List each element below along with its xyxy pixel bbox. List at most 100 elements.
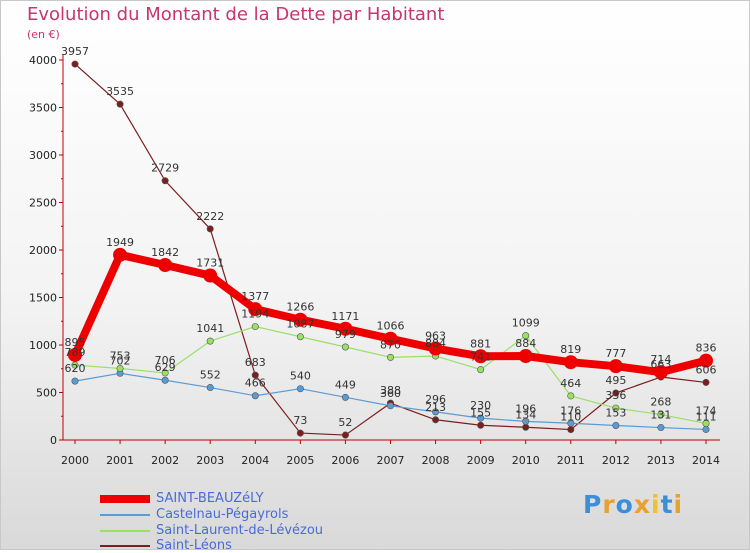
data-point	[386, 353, 394, 361]
data-point	[477, 414, 485, 422]
data-label: 134	[515, 408, 536, 421]
y-tick-label: 2500	[29, 197, 57, 210]
data-label: 111	[696, 410, 717, 423]
data-label: 73	[293, 414, 307, 427]
data-label: 196	[515, 402, 536, 415]
data-label: 230	[470, 399, 491, 412]
data-label: 52	[338, 416, 352, 429]
logo-letter: o	[615, 490, 634, 519]
data-point	[296, 333, 304, 341]
data-label: 663	[650, 358, 671, 371]
data-point	[653, 365, 668, 380]
y-tick-label: 0	[50, 434, 57, 447]
data-point	[296, 429, 304, 437]
x-tick-label: 2013	[647, 454, 675, 467]
data-label: 336	[605, 389, 626, 402]
data-label: 895	[65, 336, 86, 349]
data-label: 1099	[512, 317, 540, 330]
data-point	[71, 60, 79, 68]
data-label: 777	[605, 347, 626, 360]
logo-letter: x	[633, 490, 651, 519]
data-point	[432, 416, 440, 424]
data-point	[473, 349, 488, 364]
data-point	[158, 258, 173, 273]
data-point	[251, 371, 259, 379]
data-label: 629	[155, 361, 176, 374]
x-tick-label: 2000	[61, 454, 89, 467]
data-point	[116, 100, 124, 108]
y-tick-label: 1500	[29, 292, 57, 305]
proxiti-logo: Proxiti	[583, 490, 683, 519]
data-point	[206, 337, 214, 345]
data-label: 360	[380, 387, 401, 400]
data-label: 131	[650, 409, 671, 422]
data-label: 606	[696, 363, 717, 376]
legend-label: Castelnau-Pégayrols	[156, 507, 289, 522]
data-label: 714	[650, 353, 671, 366]
x-tick-label: 2003	[196, 454, 224, 467]
data-point	[477, 421, 485, 429]
data-label: 1266	[286, 301, 314, 314]
data-point	[206, 384, 214, 392]
logo-letter: r	[602, 490, 616, 519]
y-tick-label: 3000	[29, 149, 57, 162]
data-label: 1377	[241, 290, 269, 303]
data-point	[383, 331, 398, 346]
data-label: 1194	[241, 308, 269, 321]
logo-letter: P	[583, 490, 603, 519]
data-label: 174	[696, 404, 717, 417]
data-label: 464	[560, 377, 581, 390]
data-point	[563, 355, 578, 370]
data-label: 3535	[106, 85, 134, 98]
data-label: 706	[155, 354, 176, 367]
data-point	[567, 419, 575, 427]
y-axis-unit: (en €)	[27, 28, 60, 41]
data-point	[432, 408, 440, 416]
data-label: 495	[605, 374, 626, 387]
data-point	[68, 347, 82, 362]
x-tick-label: 2007	[377, 454, 405, 467]
data-label: 620	[65, 362, 86, 375]
logo-letter: t	[660, 490, 674, 519]
data-label: 1041	[196, 322, 224, 335]
data-label: 449	[335, 378, 356, 391]
data-label: 552	[200, 369, 221, 382]
logo-letter: i	[673, 490, 684, 519]
y-tick-label: 3500	[29, 102, 57, 115]
data-point	[386, 402, 394, 410]
data-label: 979	[335, 328, 356, 341]
data-point	[699, 353, 713, 368]
data-label: 2729	[151, 162, 179, 175]
data-point	[116, 364, 124, 372]
data-label: 884	[425, 337, 446, 350]
data-label: 683	[245, 356, 266, 369]
data-point	[341, 343, 349, 351]
data-label: 836	[696, 342, 717, 355]
data-label: 1171	[331, 310, 359, 323]
data-label: 881	[470, 337, 491, 350]
data-point	[341, 393, 349, 401]
data-point	[296, 385, 304, 393]
y-tick-label: 500	[36, 387, 57, 400]
y-tick-label: 4000	[29, 54, 57, 67]
data-point	[248, 302, 263, 317]
x-tick-label: 2005	[286, 454, 314, 467]
data-label: 3957	[61, 45, 89, 58]
x-tick-label: 2010	[512, 454, 540, 467]
data-point	[522, 423, 530, 431]
x-tick-label: 2009	[467, 454, 495, 467]
data-point	[293, 312, 308, 327]
x-tick-label: 2002	[151, 454, 179, 467]
data-label: 268	[650, 396, 671, 409]
data-label: 1949	[106, 236, 134, 249]
data-label: 741	[470, 351, 491, 364]
data-point	[203, 268, 218, 283]
data-point	[522, 332, 530, 340]
data-label: 963	[425, 330, 446, 343]
data-label: 388	[380, 384, 401, 397]
data-point	[702, 378, 710, 386]
x-tick-label: 2008	[422, 454, 450, 467]
data-label: 1066	[377, 320, 405, 333]
data-label: 466	[245, 377, 266, 390]
x-tick-label: 2011	[557, 454, 585, 467]
